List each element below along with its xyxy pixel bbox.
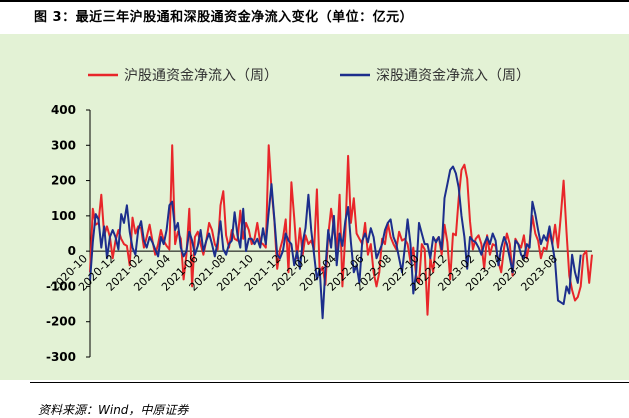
y-tick-label: 200: [51, 174, 76, 188]
y-tick-label: -100: [46, 279, 76, 293]
y-tick-label: -300: [46, 350, 76, 364]
top-rule: [0, 0, 629, 2]
y-tick-label: 0: [68, 244, 76, 258]
source-note: 资料来源：Wind，中原证券: [38, 403, 189, 417]
legend-item-shanghai-label: 沪股通资金净流入（周）: [124, 68, 278, 84]
y-tick-label: 300: [51, 138, 76, 152]
y-tick-label: 400: [51, 103, 76, 117]
series-line-shenzhen: [89, 165, 582, 320]
figure-title: 图 3：最近三年沪股通和深股通资金净流入变化（单位：亿元）: [34, 10, 414, 25]
legend-item-shenzhen-label: 深股通资金净流入（周）: [376, 68, 530, 84]
bottom-rule: [30, 382, 629, 383]
chart-background: [0, 34, 629, 380]
y-tick-label: -200: [46, 315, 76, 329]
y-tick-label: 100: [51, 209, 76, 223]
